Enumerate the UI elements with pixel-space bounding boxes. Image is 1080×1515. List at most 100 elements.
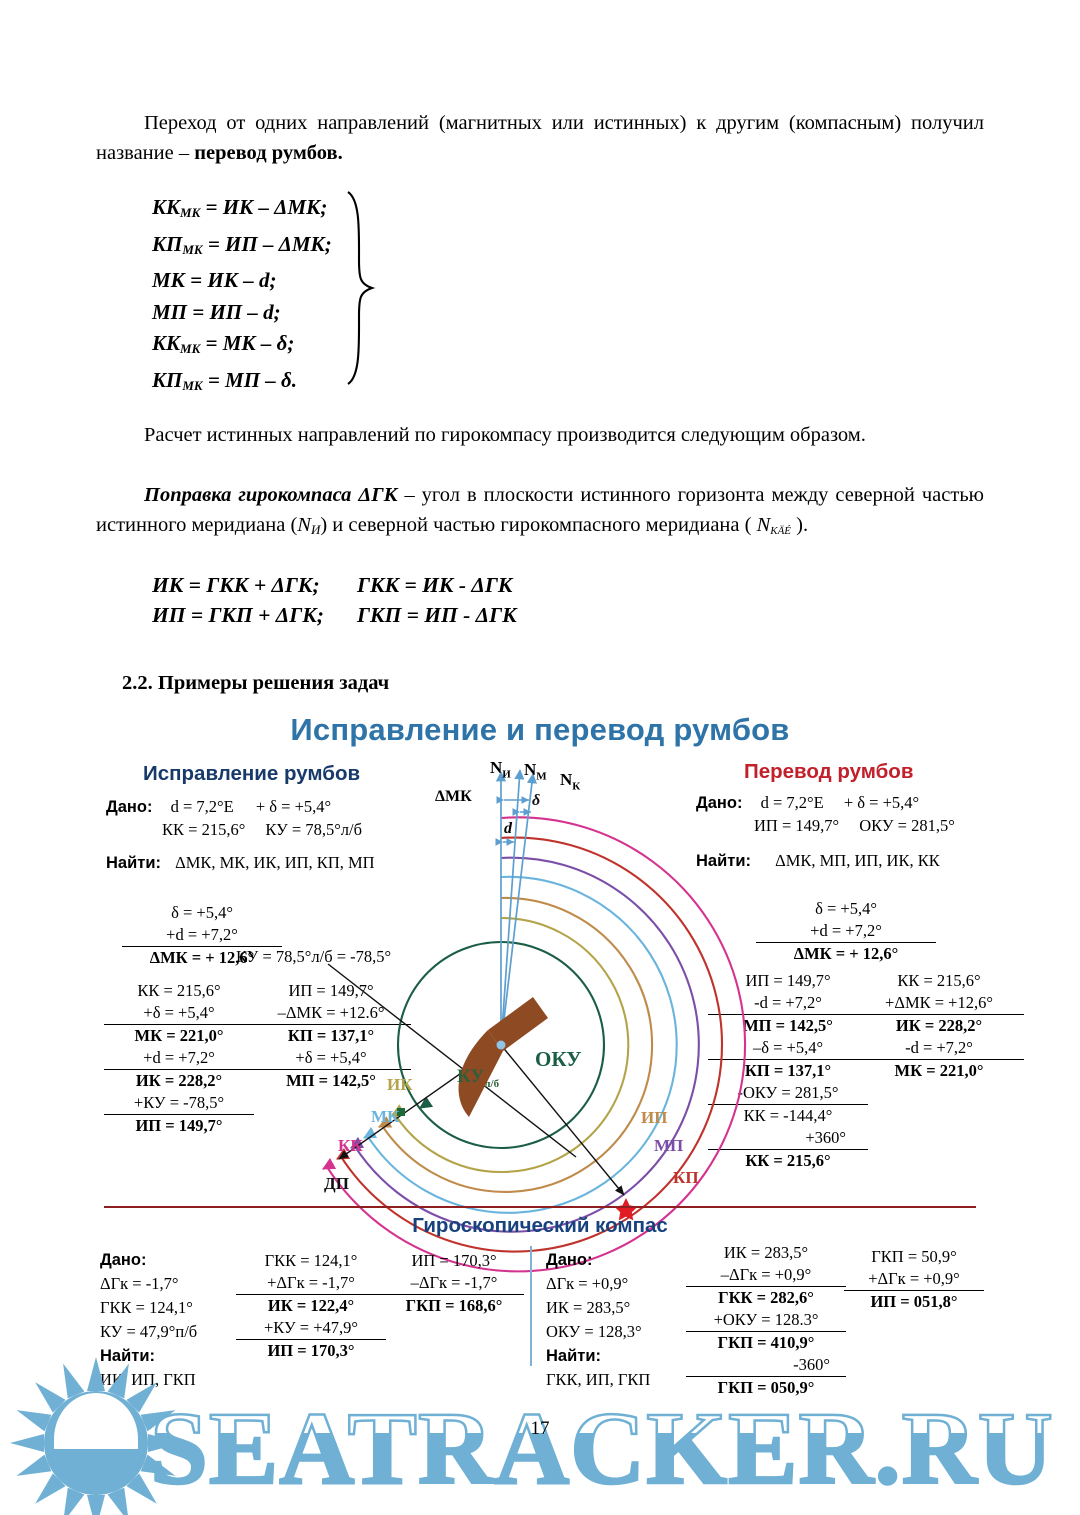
right-given-oku: ОКУ = 281,5° xyxy=(859,815,955,835)
arc-mk-arrow xyxy=(363,1126,378,1139)
watermark-text: SEATRACKER.RU xyxy=(150,1391,1054,1506)
arc-mp-arrow xyxy=(350,1136,365,1149)
label-oku: ОКУ xyxy=(535,1047,582,1071)
formula-line: KПMK = МП – δ. xyxy=(152,367,298,393)
calc-row: +ΔГк = -1,7° xyxy=(236,1272,386,1295)
left-given-label: Дано: xyxy=(106,798,153,816)
label-mp: МП xyxy=(654,1136,684,1155)
label-mk: МК xyxy=(371,1107,400,1126)
left-dmk-calc: δ = +5,4° +d = +7,2° ΔМК = + 12,6° xyxy=(122,902,282,969)
calc-row: δ = +5,4° xyxy=(815,899,877,918)
right-given-label: Дано: xyxy=(696,794,743,812)
gyro-left-calc-1: ГКК = 124,1° +ΔГк = -1,7° ИК = 122,4° +К… xyxy=(236,1250,386,1362)
right-column-heading: Перевод румбов xyxy=(744,760,914,783)
equation-ip: ИП = ГКП + ΔГК; xyxy=(152,603,324,627)
arc-mp xyxy=(353,856,700,1233)
calc-row: ГКП = 050,9° xyxy=(717,1378,815,1397)
gyro-left-given-row: ГКК = 124,1° xyxy=(100,1298,193,1317)
bearing-line xyxy=(500,1044,625,1196)
left-given-ku: КУ = 78,5°л/б xyxy=(265,819,363,839)
left-given-kk: КК = 215,6° xyxy=(162,819,246,839)
calc-row: МК = 221,0° xyxy=(894,1061,984,1080)
calc-row: +δ = +5,4° xyxy=(251,1047,411,1070)
right-find: Найти: ΔМК, МП, ИП, ИК, КК xyxy=(696,850,940,873)
calc-row: ИК = 122,4° xyxy=(267,1296,355,1315)
poster-title: Исправление и перевод румбов xyxy=(290,712,790,747)
calc-row: +ОКУ = 128.3° xyxy=(686,1309,846,1332)
calc-row: +d = +7,2° xyxy=(122,924,282,947)
calc-row: –δ = +5,4° xyxy=(708,1037,868,1060)
calc-row: +d = +7,2° xyxy=(104,1047,254,1070)
gyro-equations: ИК = ГКК + ΔГК; ГКК = ИК - ΔГК ИП = ГКП +… xyxy=(152,570,517,630)
formula-line: KKMK = МК – δ; xyxy=(152,331,295,356)
calc-row: ИП = 149,7° xyxy=(288,981,374,1000)
calc-row: ГКК = 124,1° xyxy=(264,1251,358,1270)
calc-row: +КУ = +47,9° xyxy=(236,1317,386,1340)
calc-row: -360° xyxy=(686,1354,846,1377)
gyro-right-given-row: ИК = 283,5° xyxy=(546,1298,631,1317)
gyro-left-find-list: ИК, ИП, ГКП xyxy=(100,1370,196,1389)
calc-row: +ΔМК = +12,6° xyxy=(854,992,1024,1015)
formula-group: KKMK = ИК – ΔМК; KПMK = ИП – ΔМК; МК = И… xyxy=(152,192,382,401)
left-given: Дано: d = 7,2°E + δ = +5,4° КК = 215,6° … xyxy=(106,796,362,840)
poster-figure: Исправление и перевод румбов Исправление… xyxy=(96,712,1024,1397)
label-ku: КУл/б xyxy=(457,1066,500,1090)
label-ip: ИП xyxy=(641,1108,668,1127)
calc-row: ИП = 170,3° xyxy=(411,1251,497,1270)
calc-row: ИП = 149,7° xyxy=(135,1116,223,1135)
right-given: Дано: d = 7,2°E + δ = +5,4° ИП = 149,7° … xyxy=(696,792,955,836)
left-given-d: d = 7,2°E xyxy=(170,797,234,816)
label-dp: ДП xyxy=(324,1174,349,1193)
calc-row: -d = +7,2° xyxy=(708,992,868,1015)
inner-circle-marker xyxy=(397,1108,405,1116)
label-n-magnetic: NМ xyxy=(524,760,547,783)
arc-kp xyxy=(339,836,723,1253)
compass-center-point xyxy=(496,1040,506,1050)
calc-row: КК = 215,6° xyxy=(897,971,981,990)
gyro-right-given: Дано: ΔГк = +0,9° ИК = 283,5° ОКУ = 128,… xyxy=(546,1248,650,1392)
calc-row: КП = 137,1° xyxy=(287,1026,375,1045)
equation-gkp: ГКП = ИП - ΔГК xyxy=(357,603,517,627)
gyro-left-given-row: ΔГк = -1,7° xyxy=(100,1274,179,1293)
right-dmk-calc: δ = +5,4° +d = +7,2° ΔМК = + 12,6° xyxy=(756,898,936,965)
left-ku-note: КУ = 78,5°л/б = -78,5° xyxy=(236,947,392,966)
gyro-heading: Гироскопический компас xyxy=(412,1214,668,1237)
calc-row: ИП = 170,3° xyxy=(267,1341,355,1360)
label-delta: δ xyxy=(532,792,541,809)
calc-row: КК = 215,6° xyxy=(745,1151,831,1170)
right-given-ip: ИП = 149,7° xyxy=(754,815,840,835)
paragraph-3: Поправка гирокомпаса ΔГК – угол в плоско… xyxy=(96,480,984,546)
right-calc-column-1: ИП = 149,7° -d = +7,2° МП = 142,5° –δ = … xyxy=(708,970,868,1172)
calc-row: +КУ = -78,5° xyxy=(104,1092,254,1115)
watermark-text-fill: SEATRACKER.RU xyxy=(150,1391,1054,1506)
gyro-right-given-row: ΔГк = +0,9° xyxy=(546,1274,629,1293)
right-find-label: Найти: xyxy=(696,852,751,870)
ship-symbol xyxy=(458,997,548,1117)
left-given-delta: + δ = +5,4° xyxy=(255,797,332,816)
label-kp: КП xyxy=(673,1168,699,1187)
gyro-right-given-label: Дано: xyxy=(546,1251,593,1269)
gyro-left-calc-2: ИП = 170,3° –ΔГк = -1,7° ГКП = 168,6° xyxy=(384,1250,524,1317)
gyro-equation-row: ИК = ГКК + ΔГК; ГКК = ИК - ΔГК xyxy=(152,570,517,600)
paragraph-2: Расчет истинных направлений по гирокомпа… xyxy=(144,424,866,446)
formula-line: МК = ИК – d; xyxy=(152,268,277,292)
left-calc-column-1: КК = 215,6° +δ = +5,4° МК = 221,0° +d = … xyxy=(104,980,254,1137)
gyro-column-divider xyxy=(530,1246,532,1366)
equation-gkk: ГКК = ИК - ΔГК xyxy=(357,573,513,597)
arc-ik xyxy=(393,916,630,1174)
label-ik: ИК xyxy=(387,1075,413,1094)
calc-row: -ОКУ = 281,5° xyxy=(708,1082,868,1105)
calc-row: +ΔГк = +0,9° xyxy=(844,1268,984,1291)
meridian-compass xyxy=(500,773,537,1046)
calc-row: +360° xyxy=(708,1127,868,1150)
formula-brace xyxy=(346,190,376,386)
gyro-divider xyxy=(104,1206,976,1209)
formula-line: KПMK = ИП – ΔМК; xyxy=(152,231,332,257)
page-number: 17 xyxy=(530,1418,550,1439)
calc-row: ГКК = 282,6° xyxy=(718,1288,814,1307)
arc-mk xyxy=(366,875,678,1214)
right-given-d: d = 7,2°E xyxy=(760,793,824,812)
arc-ip xyxy=(380,896,654,1193)
gyro-left-given-label: Дано: xyxy=(100,1251,147,1269)
calc-row: ГКП = 168,6° xyxy=(405,1296,503,1315)
